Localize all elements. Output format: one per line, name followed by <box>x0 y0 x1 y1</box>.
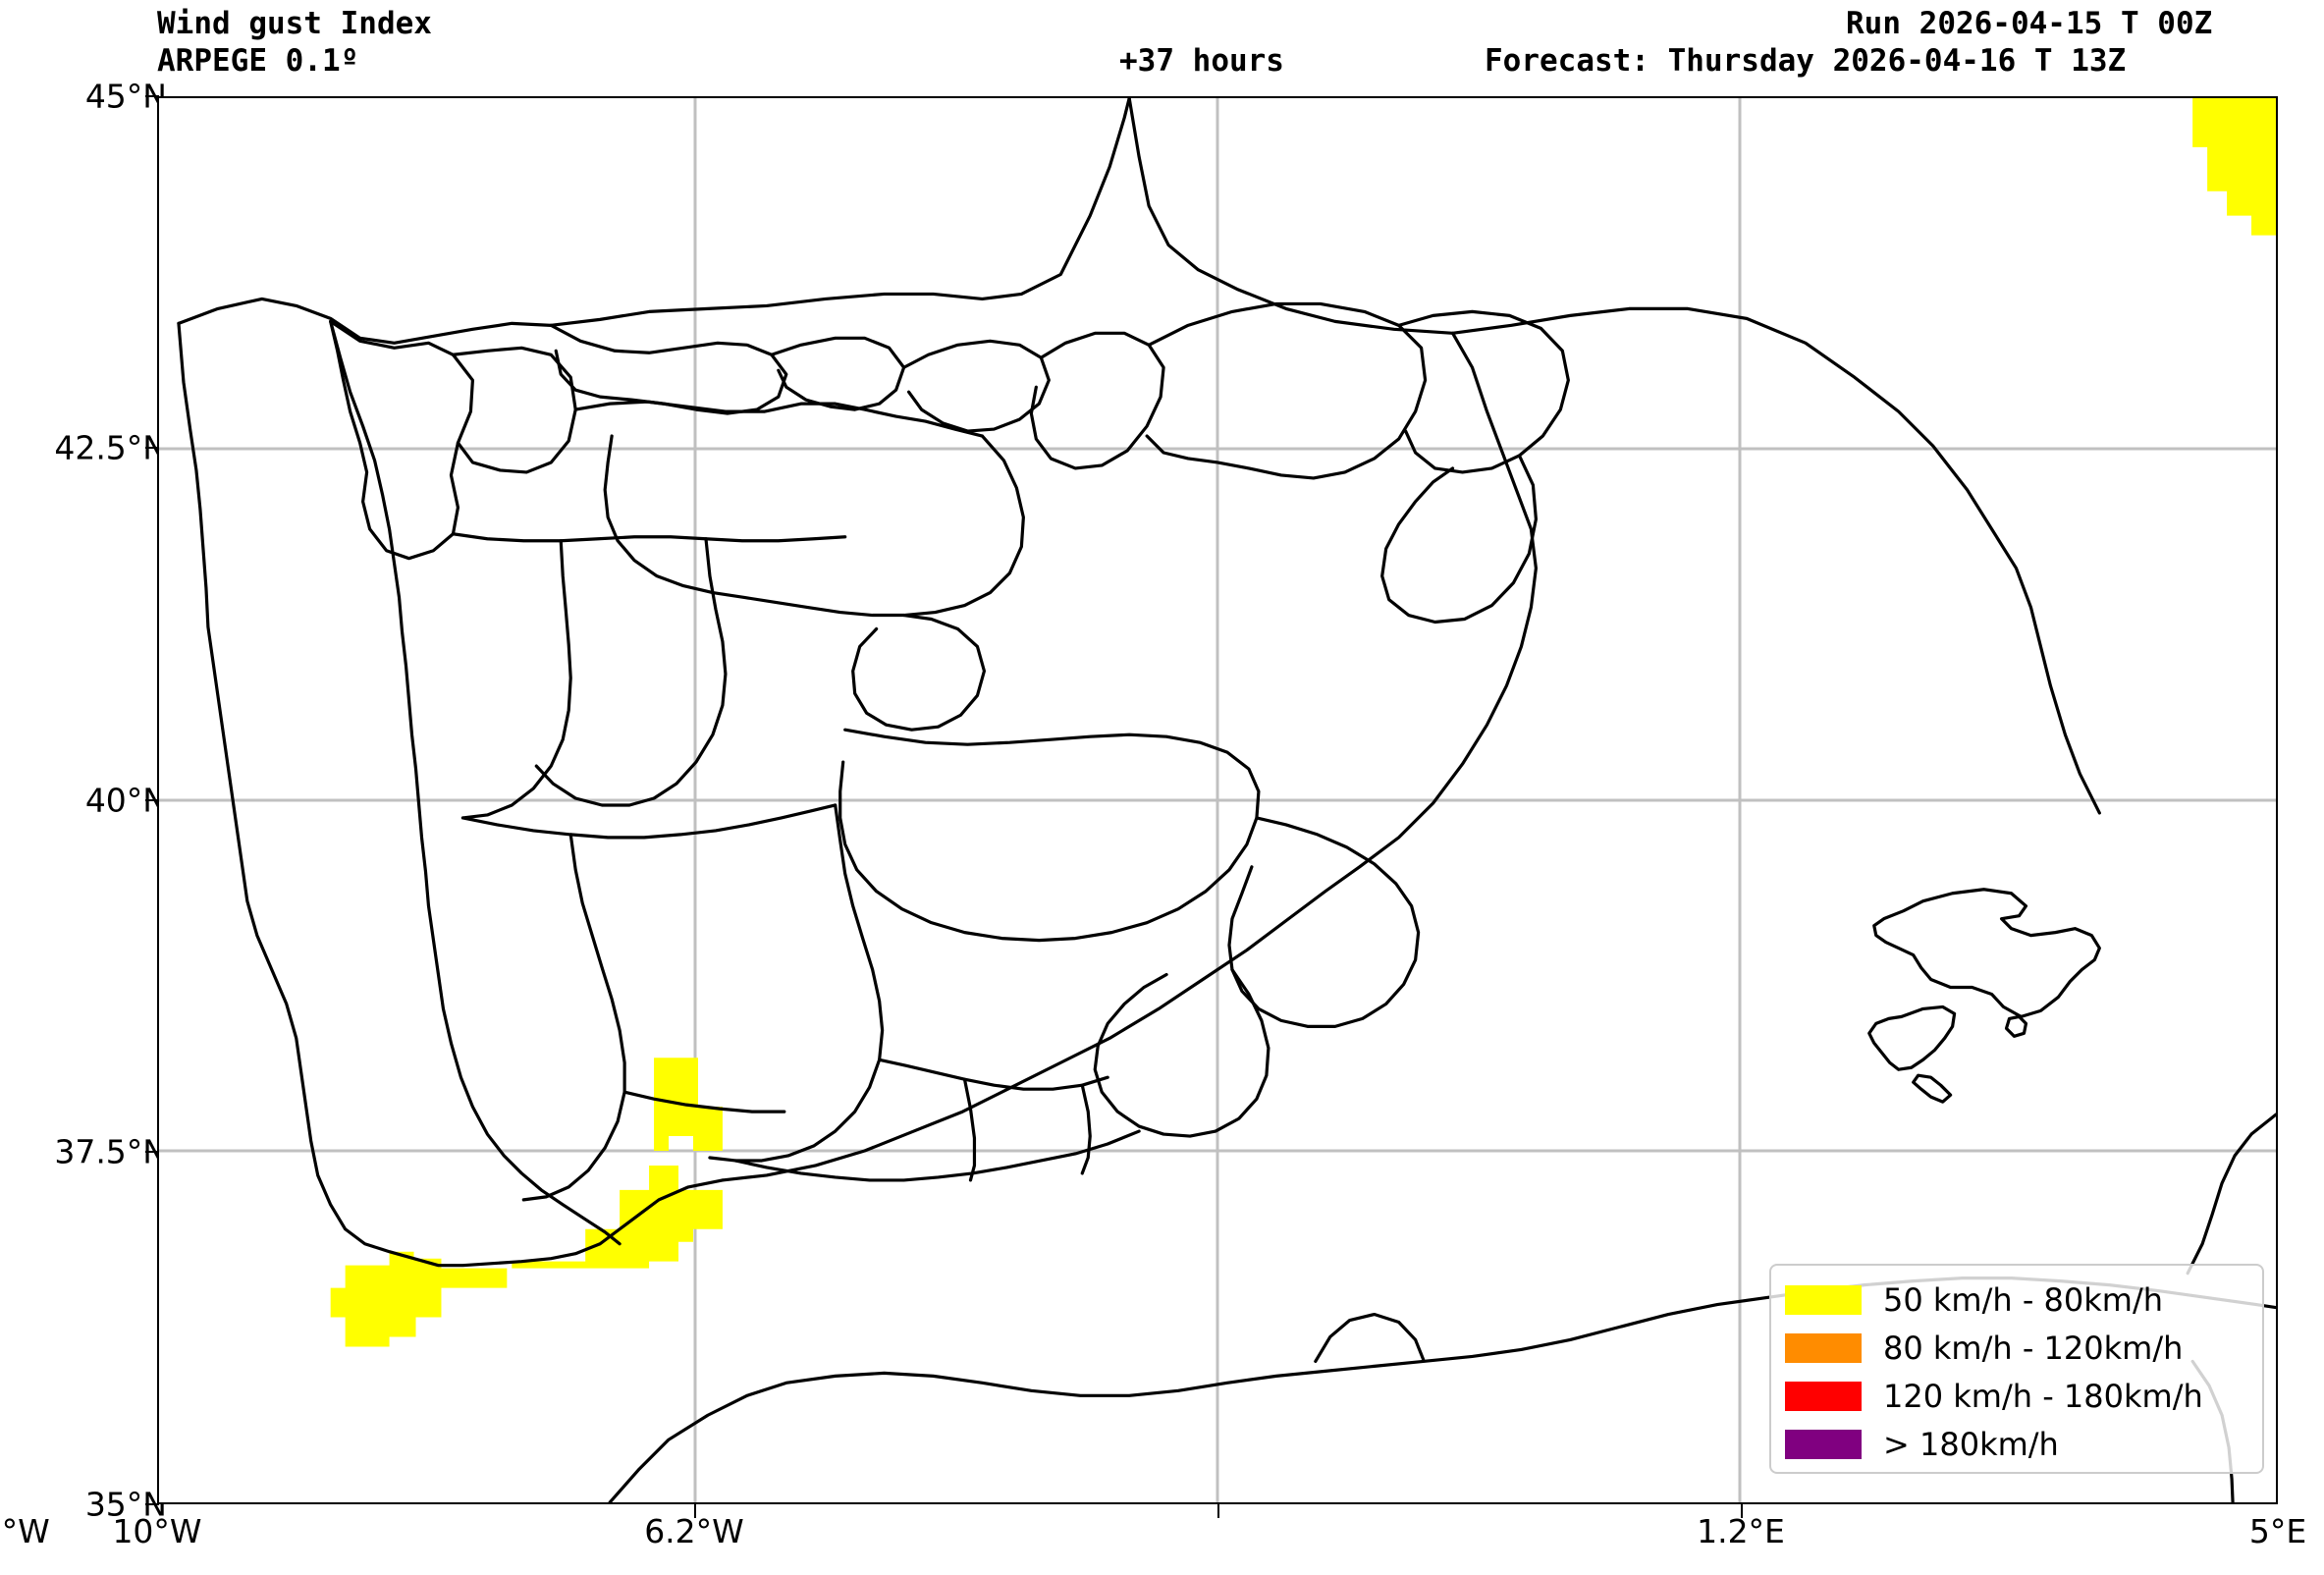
x-tick-label-10w: 10°W <box>112 1512 202 1550</box>
legend-swatch-yellow <box>1785 1284 1862 1315</box>
lead-time-label: +37 hours <box>1119 43 1284 79</box>
x-tick-label-6-2w: 6.2°W <box>644 1512 744 1550</box>
legend-item-50-80: 50 km/h - 80km/h <box>1785 1276 2248 1324</box>
page-title: Wind gust Index <box>157 6 432 41</box>
y-tick-mark <box>145 1503 159 1505</box>
x-tick-label-5e: 5°E <box>2248 1512 2307 1550</box>
x-tick-label-1-2e: 1.2°E <box>1697 1512 1785 1550</box>
legend-label-120-180: 120 km/h - 180km/h <box>1883 1377 2203 1415</box>
legend-item-120-180: 120 km/h - 180km/h <box>1785 1372 2248 1420</box>
model-label: ARPEGE 0.1º <box>157 43 359 79</box>
map-borders <box>177 98 2276 1502</box>
forecast-valid-label: Forecast: Thursday 2026-04-16 T 13Z <box>1485 43 2127 79</box>
legend-swatch-orange <box>1785 1332 1862 1363</box>
y-tick-mark <box>145 799 159 801</box>
y-tick-mark <box>145 95 159 97</box>
legend-swatch-red <box>1785 1381 1862 1411</box>
x-tick-label-2-5w: 2.5°W <box>0 1512 50 1550</box>
legend-label-80-120: 80 km/h - 120km/h <box>1883 1329 2184 1367</box>
legend-swatch-purple <box>1785 1429 1862 1459</box>
legend-item-over-180: > 180km/h <box>1785 1420 2248 1468</box>
legend: 50 km/h - 80km/h 80 km/h - 120km/h 120 k… <box>1769 1264 2264 1474</box>
run-time-label: Run 2026-04-15 T 00Z <box>1846 6 2213 41</box>
legend-label-over-180: > 180km/h <box>1883 1425 2059 1463</box>
x-tick-mark <box>1741 1504 1743 1518</box>
x-tick-mark <box>1217 1504 1219 1518</box>
gridlines <box>159 98 2276 1502</box>
gust-shading-ne-pyrenees <box>2192 98 2276 236</box>
map-canvas <box>159 98 2276 1502</box>
x-tick-mark <box>694 1504 696 1518</box>
y-tick-mark <box>145 1151 159 1153</box>
legend-label-50-80: 50 km/h - 80km/h <box>1883 1280 2164 1319</box>
legend-item-80-120: 80 km/h - 120km/h <box>1785 1324 2248 1372</box>
y-tick-mark <box>145 447 159 449</box>
